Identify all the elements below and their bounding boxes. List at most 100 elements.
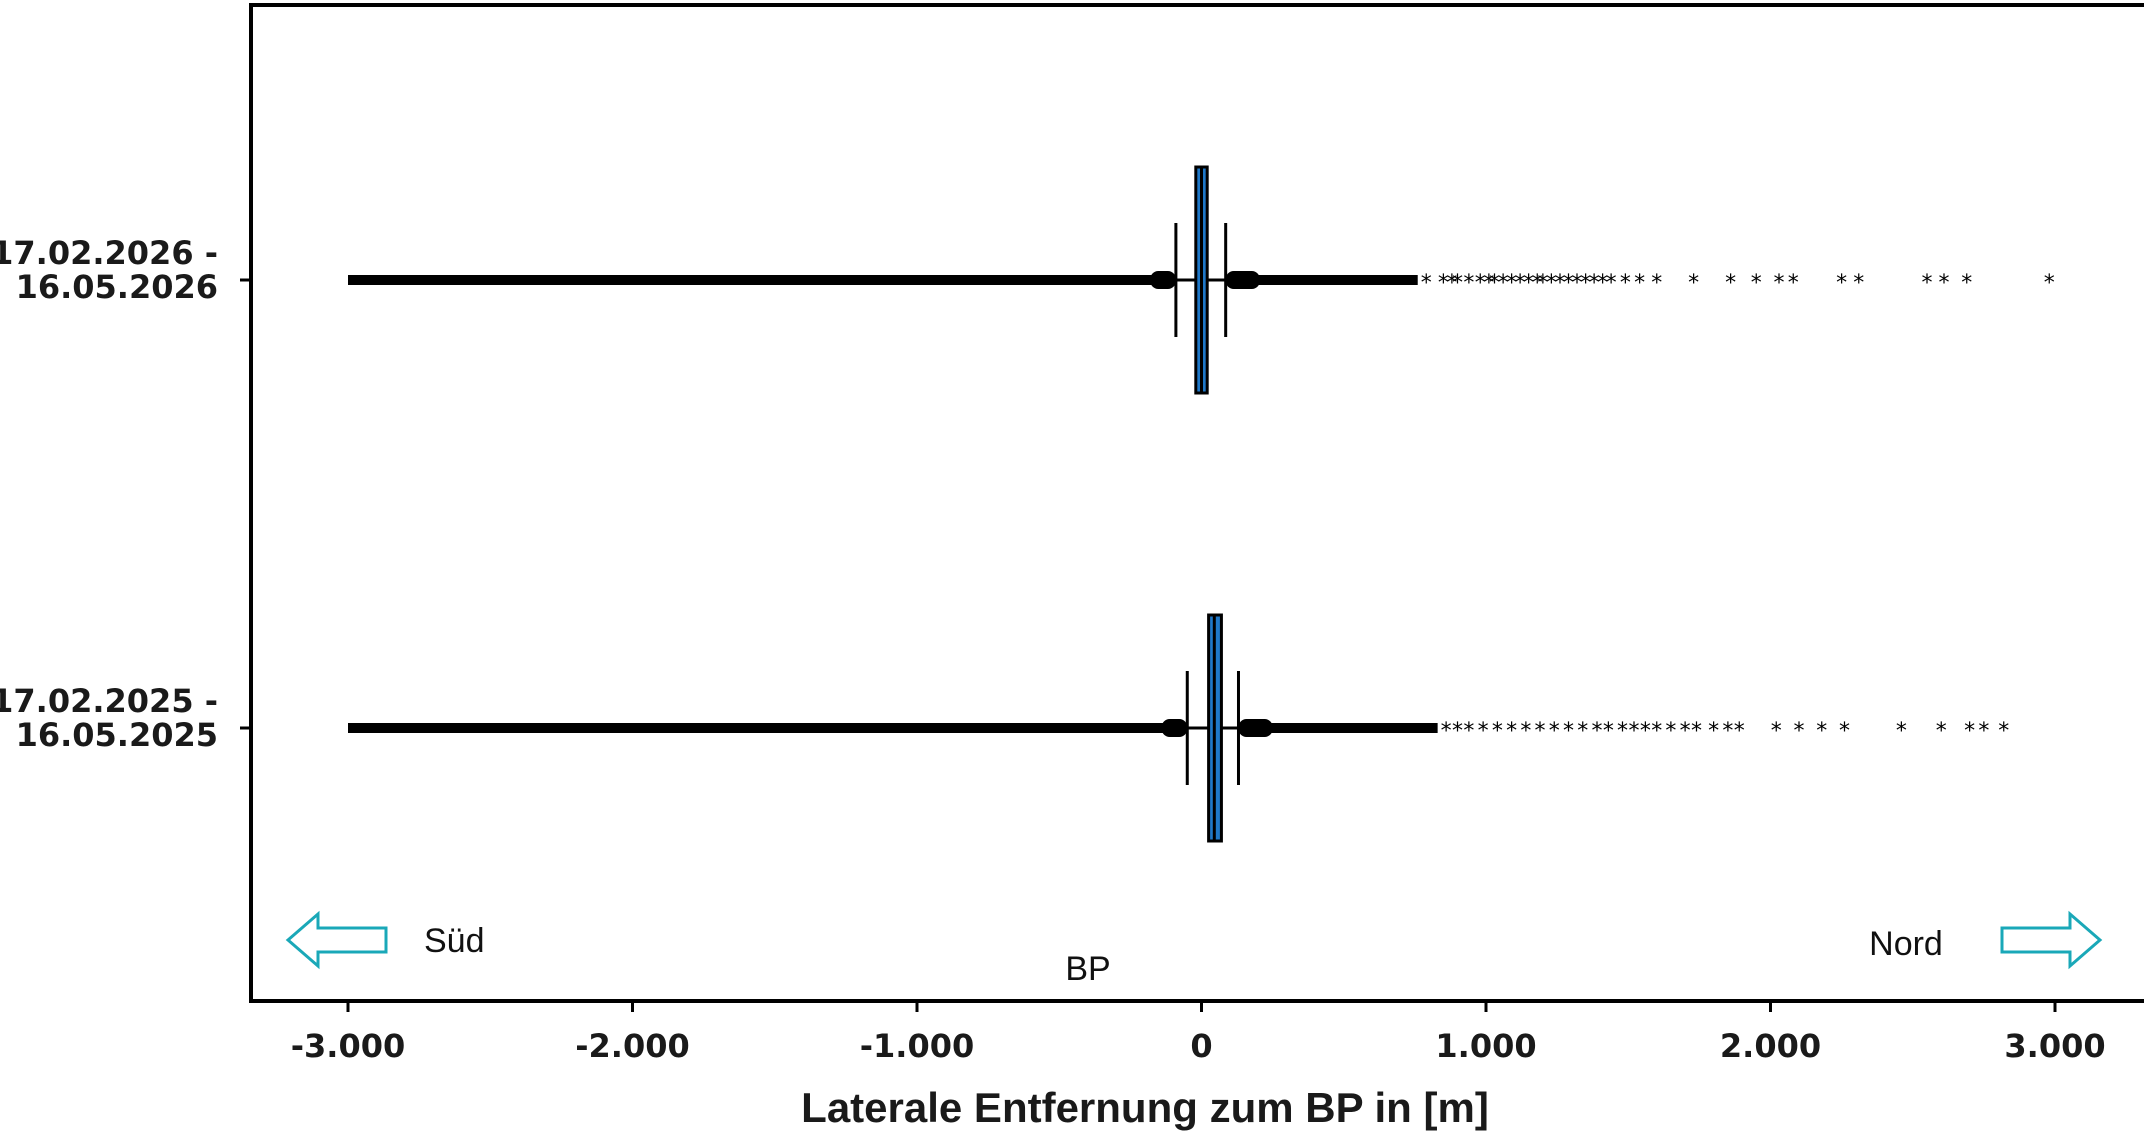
arrow-right-icon: [2000, 910, 2103, 970]
x-axis-ticks: -3.000 -2.000 -1.000 0 1.000 2.000 3.000: [291, 1003, 2106, 1065]
outlier-point: *: [1589, 271, 1600, 296]
x-tick-label: -3.000: [291, 1027, 406, 1065]
outlier-point: *: [1563, 719, 1574, 744]
category-axis: 17.02.2026 -16.05.2026 17.02.2025 -16.05.…: [0, 234, 251, 754]
outlier-point: *: [1725, 271, 1736, 296]
outlier-point: *: [1665, 719, 1676, 744]
category-label-line1: 17.02.2026 -: [0, 234, 218, 272]
outlier-point: *: [1438, 271, 1449, 296]
outlier-point: *: [1597, 271, 1608, 296]
outlier-point: *: [1651, 719, 1662, 744]
outlier-point: *: [1620, 271, 1631, 296]
x-tick-label: 2.000: [1720, 1027, 1821, 1065]
x-tick-label: 3.000: [2004, 1027, 2105, 1065]
outlier-point: *: [1978, 719, 1989, 744]
category-label-line2: 16.05.2025: [16, 716, 218, 754]
x-tick-label: 1.000: [1435, 1027, 1536, 1065]
outlier-point: *: [1839, 719, 1850, 744]
outlier-point: *: [1734, 719, 1745, 744]
outlier-point: *: [1506, 719, 1517, 744]
outlier-point: *: [1640, 719, 1651, 744]
outlier-point: *: [1921, 271, 1932, 296]
outlier-point: *: [1771, 719, 1782, 744]
outlier-point: *: [1421, 271, 1432, 296]
outlier-point: *: [1896, 719, 1907, 744]
outlier-cluster-low: [1161, 719, 1188, 737]
outlier-point: *: [1961, 271, 1972, 296]
outlier-point: *: [1591, 719, 1602, 744]
outlier-point: *: [1452, 719, 1463, 744]
outlier-cluster-low: [1150, 271, 1176, 289]
outlier-point: *: [1722, 719, 1733, 744]
outlier-point: *: [1478, 719, 1489, 744]
category-label-line1: 17.02.2025 -: [0, 682, 218, 720]
outlier-point: *: [1498, 271, 1509, 296]
outlier-point: *: [1546, 271, 1557, 296]
x-tick-label: -1.000: [860, 1027, 975, 1065]
north-label: Nord: [1869, 925, 1943, 963]
outlier-point: *: [1936, 719, 1947, 744]
outlier-point: *: [1577, 719, 1588, 744]
outlier-band-high: [1239, 723, 1438, 733]
outlier-point: *: [1628, 719, 1639, 744]
outlier-band-low: [348, 275, 1174, 285]
outlier-point: *: [1651, 271, 1662, 296]
outlier-point: *: [1793, 719, 1804, 744]
outlier-point: *: [1751, 271, 1762, 296]
outlier-point: *: [1691, 719, 1702, 744]
outlier-point: *: [1515, 271, 1526, 296]
outlier-cluster-high: [1225, 271, 1260, 289]
outlier-point: *: [1617, 719, 1628, 744]
category-label-line2: 16.05.2026: [16, 268, 218, 306]
outlier-point: *: [1603, 719, 1614, 744]
x-tick-label: -2.000: [575, 1027, 690, 1065]
outlier-point: *: [1523, 271, 1534, 296]
outlier-point: *: [1853, 271, 1864, 296]
outlier-point: *: [2044, 271, 2055, 296]
plot-frame: [249, 3, 2144, 1003]
outlier-point: *: [1680, 719, 1691, 744]
outlier-point: *: [1489, 271, 1500, 296]
outlier-point: *: [1452, 271, 1463, 296]
outlier-point: *: [1446, 271, 1457, 296]
outlier-point: *: [1563, 271, 1574, 296]
outlier-point: *: [1506, 271, 1517, 296]
outlier-band-high: [1227, 275, 1418, 285]
outlier-point: *: [1688, 271, 1699, 296]
x-axis-label: Laterale Entfernung zum BP in [m]: [801, 1084, 1489, 1131]
outlier-point: *: [1572, 271, 1583, 296]
outlier-point: *: [1774, 271, 1785, 296]
x-tick-label: 0: [1190, 1027, 1212, 1065]
outlier-point: *: [1475, 271, 1486, 296]
box-series-1: * * * * * * * * * * * * * * * * * * * * * * * * * * * * * * * *: [348, 613, 2009, 843]
outlier-point: *: [1492, 719, 1503, 744]
outlier-point: *: [1788, 271, 1799, 296]
outlier-point: *: [1939, 271, 1950, 296]
outlier-band-low: [348, 723, 1185, 733]
outlier-point: *: [1964, 719, 1975, 744]
outlier-point: *: [1441, 719, 1452, 744]
arrow-left-icon: [285, 910, 388, 970]
outlier-point: *: [1580, 271, 1591, 296]
outlier-point: *: [1483, 271, 1494, 296]
outlier-point: *: [1554, 271, 1565, 296]
outlier-point: *: [1836, 271, 1847, 296]
south-label: Süd: [424, 922, 485, 960]
bp-label: BP: [1065, 950, 1110, 988]
box-series-0: * *** * ***************** * * * * * * * * * * * * * *: [348, 165, 2055, 395]
outlier-point: *: [1708, 719, 1719, 744]
outlier-point: *: [1532, 271, 1543, 296]
outlier-point: *: [1816, 719, 1827, 744]
outlier-point: *: [1998, 719, 2009, 744]
outlier-point: *: [1520, 719, 1531, 744]
boxplot-series: * *** * ***************** * * * * * * * * * * * * * ** * * *…: [348, 165, 2055, 843]
outlier-point: *: [1634, 271, 1645, 296]
outlier-point: *: [1463, 271, 1474, 296]
outlier-point: *: [1606, 271, 1617, 296]
outlier-point: *: [1549, 719, 1560, 744]
outlier-cluster-high: [1238, 719, 1273, 737]
outlier-point: *: [1537, 271, 1548, 296]
outlier-point: *: [1463, 719, 1474, 744]
outlier-point: *: [1535, 719, 1546, 744]
